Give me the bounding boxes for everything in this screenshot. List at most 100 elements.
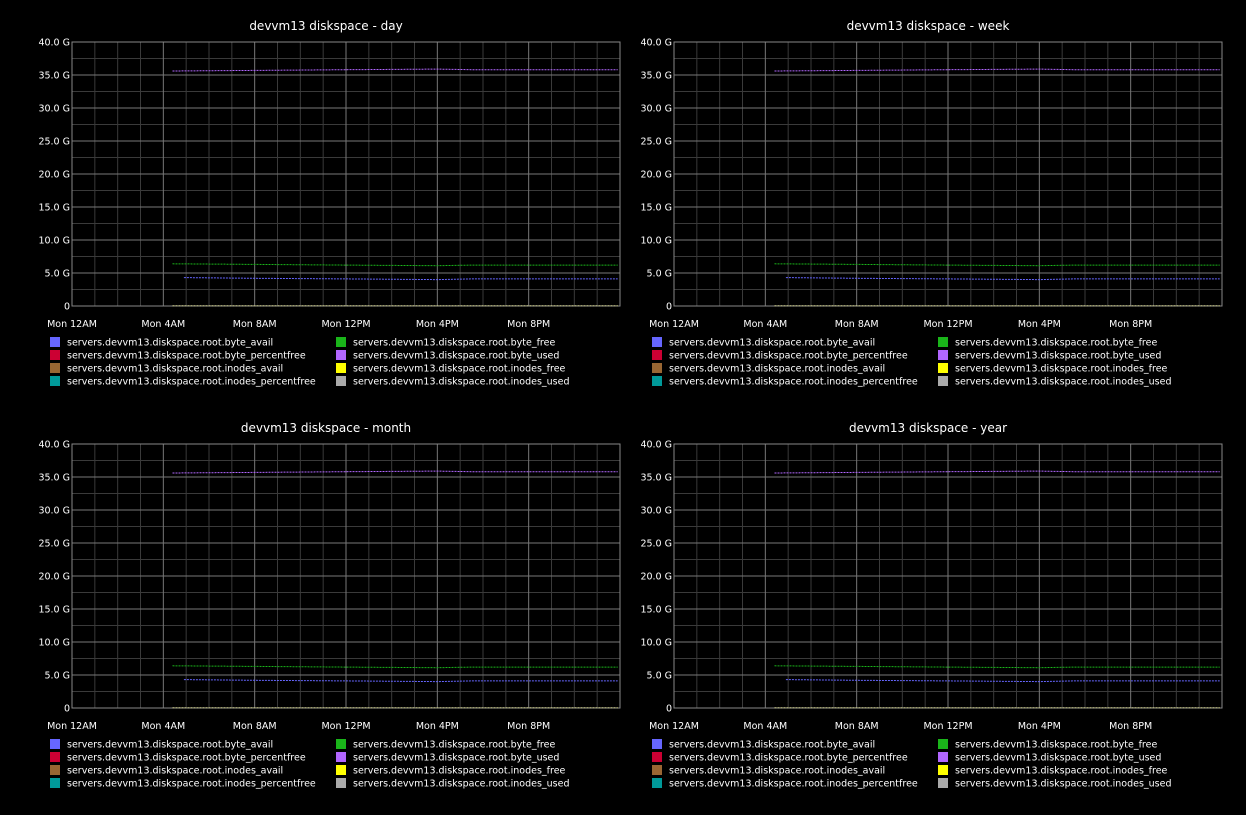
legend-swatch <box>336 752 346 762</box>
legend-label: servers.devvm13.diskspace.root.byte_avai… <box>669 740 875 751</box>
plot-border <box>71 443 621 709</box>
y-tick-label: 15.0 G <box>640 203 672 214</box>
legend-label: servers.devvm13.diskspace.root.byte_used <box>353 351 559 362</box>
y-tick-label: 0 <box>666 302 672 313</box>
legend-label: servers.devvm13.diskspace.root.byte_free <box>955 740 1157 751</box>
chart-panel-week: devvm13 diskspace - week 40.0 G 35.0 G 30.0… <box>620 12 1223 392</box>
legend-swatch <box>336 739 346 749</box>
plot-border <box>673 443 1223 709</box>
x-tick-label: Mon 8PM <box>1109 721 1152 732</box>
chart-panel-month: devvm13 diskspace - month 40.0 G 35.0 G 30.… <box>18 414 621 794</box>
chart-title: devvm13 diskspace - day <box>249 19 402 33</box>
legend-label: servers.devvm13.diskspace.root.inodes_av… <box>67 766 283 777</box>
legend-label: servers.devvm13.diskspace.root.inodes_fr… <box>353 766 566 777</box>
legend-label: servers.devvm13.diskspace.root.inodes_fr… <box>955 766 1168 777</box>
x-tick-label: Mon 12PM <box>923 721 972 732</box>
chart-panel-day: devvm13 diskspace - day 40.0 G 35.0 G 30.0 … <box>18 12 621 392</box>
legend-swatch <box>50 363 60 373</box>
y-tick-label: 40.0 G <box>640 38 672 49</box>
series-line-byte-avail <box>785 679 1220 683</box>
legend-swatch <box>938 350 948 360</box>
y-tick-label: 20.0 G <box>38 170 70 181</box>
legend-swatch <box>938 752 948 762</box>
y-tick-label: 10.0 G <box>640 236 672 247</box>
y-tick-label: 0 <box>666 704 672 715</box>
legend-label: servers.devvm13.diskspace.root.byte_free <box>353 338 555 349</box>
series-line-byte-free <box>774 263 1220 267</box>
y-tick-label: 5.0 G <box>647 671 673 682</box>
y-tick-label: 15.0 G <box>38 605 70 616</box>
y-tick-label: 20.0 G <box>38 572 70 583</box>
series-line-byte-free <box>172 263 618 267</box>
legend-swatch <box>50 337 60 347</box>
x-tick-label: Mon 4PM <box>1018 319 1061 330</box>
legend-swatch <box>938 778 948 788</box>
x-tick-label: Mon 8AM <box>835 319 879 330</box>
y-tick-label: 0 <box>64 704 70 715</box>
chart-panel-year: devvm13 diskspace - year 40.0 G 35.0 G 30.0… <box>620 414 1223 794</box>
x-tick-label: Mon 12PM <box>321 319 370 330</box>
legend-swatch <box>50 739 60 749</box>
y-tick-label: 10.0 G <box>640 638 672 649</box>
x-tick-label: Mon 8AM <box>835 721 879 732</box>
legend-swatch <box>652 752 662 762</box>
legend-label: servers.devvm13.diskspace.root.byte_avai… <box>669 338 875 349</box>
x-tick-label: Mon 12AM <box>47 319 97 330</box>
series-line-byte-used <box>774 68 1220 72</box>
y-tick-label: 40.0 G <box>38 38 70 49</box>
x-tick-label: Mon 8AM <box>233 721 277 732</box>
x-tick-label: Mon 12AM <box>649 721 699 732</box>
legend-label: servers.devvm13.diskspace.root.inodes_us… <box>955 779 1172 790</box>
legend-swatch <box>652 350 662 360</box>
legend-label: servers.devvm13.diskspace.root.byte_perc… <box>67 753 306 764</box>
x-tick-label: Mon 12AM <box>649 319 699 330</box>
legend-swatch <box>938 363 948 373</box>
x-tick-label: Mon 8PM <box>507 721 550 732</box>
legend-swatch <box>336 778 346 788</box>
series-line-byte-used <box>774 470 1220 474</box>
legend-swatch <box>50 350 60 360</box>
x-tick-label: Mon 4AM <box>743 721 787 732</box>
legend-swatch <box>50 752 60 762</box>
y-tick-label: 20.0 G <box>640 572 672 583</box>
y-tick-label: 40.0 G <box>38 440 70 451</box>
legend-label: servers.devvm13.diskspace.root.byte_free <box>353 740 555 751</box>
series-line-byte-avail <box>183 679 618 683</box>
y-tick-label: 0 <box>64 302 70 313</box>
legend-swatch <box>652 765 662 775</box>
legend-label: servers.devvm13.diskspace.root.byte_used <box>955 351 1161 362</box>
series-line-byte-free <box>774 665 1220 669</box>
legend-label: servers.devvm13.diskspace.root.inodes_av… <box>669 766 885 777</box>
legend-label: servers.devvm13.diskspace.root.byte_avai… <box>67 740 273 751</box>
y-tick-label: 30.0 G <box>38 506 70 517</box>
legend-swatch <box>652 778 662 788</box>
legend-label: servers.devvm13.diskspace.root.byte_perc… <box>669 351 908 362</box>
legend-swatch <box>50 765 60 775</box>
legend-label: servers.devvm13.diskspace.root.inodes_pe… <box>67 779 316 790</box>
x-tick-label: Mon 8AM <box>233 319 277 330</box>
plot-border <box>71 41 621 307</box>
legend-label: servers.devvm13.diskspace.root.inodes_av… <box>67 364 283 375</box>
series-line-byte-avail <box>785 277 1220 281</box>
legend-swatch <box>652 739 662 749</box>
y-tick-label: 15.0 G <box>640 605 672 616</box>
plot-border <box>673 41 1223 307</box>
series-line-byte-free <box>172 665 618 669</box>
legend-label: servers.devvm13.diskspace.root.inodes_us… <box>955 377 1172 388</box>
y-tick-label: 30.0 G <box>640 104 672 115</box>
legend-label: servers.devvm13.diskspace.root.inodes_fr… <box>955 364 1168 375</box>
y-tick-label: 25.0 G <box>640 137 672 148</box>
legend-swatch <box>938 765 948 775</box>
y-tick-label: 5.0 G <box>45 269 71 280</box>
legend-swatch <box>336 376 346 386</box>
legend-label: servers.devvm13.diskspace.root.inodes_pe… <box>669 779 918 790</box>
series-line-byte-avail <box>183 277 618 281</box>
x-tick-label: Mon 4PM <box>416 319 459 330</box>
legend-swatch <box>938 337 948 347</box>
x-tick-label: Mon 4AM <box>141 721 185 732</box>
y-tick-label: 20.0 G <box>640 170 672 181</box>
chart-title: devvm13 diskspace - month <box>241 421 411 435</box>
legend-swatch <box>652 363 662 373</box>
chart-day: devvm13 diskspace - day 40.0 G 35.0 G 30.0 … <box>38 19 621 388</box>
x-tick-label: Mon 4PM <box>1018 721 1061 732</box>
